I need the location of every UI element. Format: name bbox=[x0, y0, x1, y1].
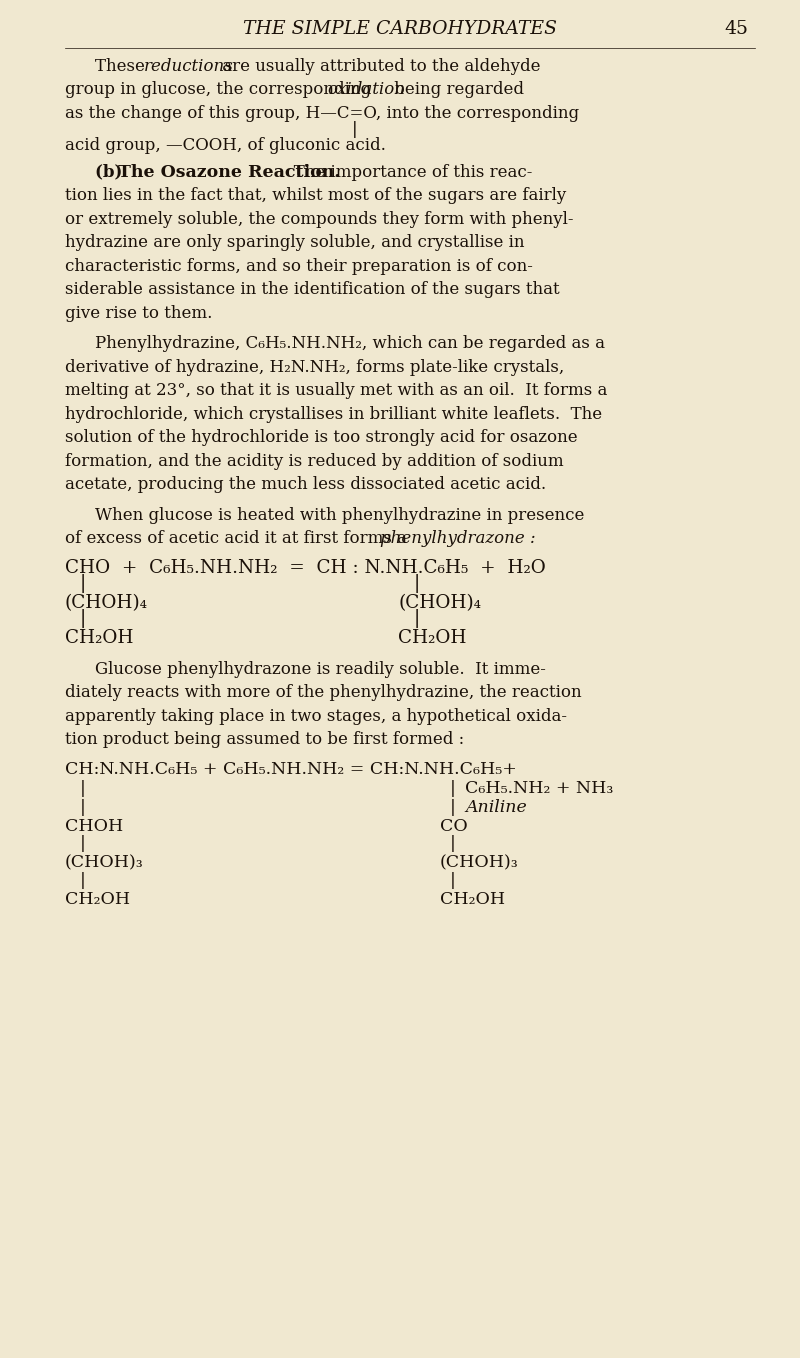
Text: CHO  +  C₆H₅.NH.NH₂  =  CH : N.NH.C₆H₅  +  H₂O: CHO + C₆H₅.NH.NH₂ = CH : N.NH.C₆H₅ + H₂O bbox=[65, 558, 546, 577]
Text: Phenylhydrazine, C₆H₅.NH.NH₂, which can be regarded as a: Phenylhydrazine, C₆H₅.NH.NH₂, which can … bbox=[95, 335, 605, 352]
Text: |: | bbox=[450, 779, 456, 797]
Text: hydrochloride, which crystallises in brilliant white leaflets.  The: hydrochloride, which crystallises in bri… bbox=[65, 406, 602, 422]
Text: CH₂OH: CH₂OH bbox=[65, 891, 130, 909]
Text: |: | bbox=[352, 121, 358, 139]
Text: tion product being assumed to be first formed :: tion product being assumed to be first f… bbox=[65, 731, 464, 748]
Text: |: | bbox=[414, 573, 420, 592]
Text: solution of the hydrochloride is too strongly acid for osazone: solution of the hydrochloride is too str… bbox=[65, 429, 578, 447]
Text: hydrazine are only sparingly soluble, and crystallise in: hydrazine are only sparingly soluble, an… bbox=[65, 234, 525, 251]
Text: These: These bbox=[95, 58, 150, 75]
Text: C₆H₅.NH₂ + NH₃: C₆H₅.NH₂ + NH₃ bbox=[465, 779, 614, 797]
Text: give rise to them.: give rise to them. bbox=[65, 304, 212, 322]
Text: |: | bbox=[450, 800, 456, 816]
Text: derivative of hydrazine, H₂N.NH₂, forms plate-like crystals,: derivative of hydrazine, H₂N.NH₂, forms … bbox=[65, 359, 564, 376]
Text: CH:N.NH.C₆H₅ + C₆H₅.NH.NH₂ = CH:N.NH.C₆H₅+: CH:N.NH.C₆H₅ + C₆H₅.NH.NH₂ = CH:N.NH.C₆H… bbox=[65, 760, 517, 778]
Text: diately reacts with more of the phenylhydrazine, the reaction: diately reacts with more of the phenylhy… bbox=[65, 684, 582, 701]
Text: siderable assistance in the identification of the sugars that: siderable assistance in the identificati… bbox=[65, 281, 560, 299]
Text: |: | bbox=[80, 872, 86, 888]
Text: (b): (b) bbox=[95, 164, 128, 181]
Text: or extremely soluble, the compounds they form with phenyl-: or extremely soluble, the compounds they… bbox=[65, 210, 574, 228]
Text: formation, and the acidity is reduced by addition of sodium: formation, and the acidity is reduced by… bbox=[65, 452, 564, 470]
Text: acid group, —COOH, of gluconic acid.: acid group, —COOH, of gluconic acid. bbox=[65, 137, 386, 153]
Text: THE SIMPLE CARBOHYDRATES: THE SIMPLE CARBOHYDRATES bbox=[243, 20, 557, 38]
Text: being regarded: being regarded bbox=[389, 81, 524, 99]
Text: reductions: reductions bbox=[144, 58, 234, 75]
Text: (CHOH)₃: (CHOH)₃ bbox=[440, 854, 518, 872]
Text: characteristic forms, and so their preparation is of con-: characteristic forms, and so their prepa… bbox=[65, 258, 533, 274]
Text: CH₂OH: CH₂OH bbox=[440, 891, 505, 909]
Text: |: | bbox=[414, 608, 420, 627]
Text: The Osazone Reaction.: The Osazone Reaction. bbox=[118, 164, 341, 181]
Text: Aniline: Aniline bbox=[465, 800, 526, 816]
Text: When glucose is heated with phenylhydrazine in presence: When glucose is heated with phenylhydraz… bbox=[95, 507, 584, 524]
Text: apparently taking place in two stages, a hypothetical oxida-: apparently taking place in two stages, a… bbox=[65, 708, 567, 725]
Text: as the change of this group, H—C=O, into the corresponding: as the change of this group, H—C=O, into… bbox=[65, 105, 579, 122]
Text: CHOH: CHOH bbox=[65, 819, 123, 835]
Text: (CHOH)₃: (CHOH)₃ bbox=[65, 854, 144, 872]
Text: |: | bbox=[80, 608, 86, 627]
Text: CH₂OH: CH₂OH bbox=[65, 629, 134, 648]
Text: CO: CO bbox=[440, 819, 468, 835]
Text: acetate, producing the much less dissociated acetic acid.: acetate, producing the much less dissoci… bbox=[65, 477, 546, 493]
Text: 45: 45 bbox=[724, 20, 748, 38]
Text: |: | bbox=[450, 835, 456, 853]
Text: CH₂OH: CH₂OH bbox=[398, 629, 466, 648]
Text: Glucose phenylhydrazone is readily soluble.  It imme-: Glucose phenylhydrazone is readily solub… bbox=[95, 661, 546, 678]
Text: |: | bbox=[80, 800, 86, 816]
Text: (CHOH)₄: (CHOH)₄ bbox=[398, 593, 481, 612]
Text: |: | bbox=[80, 835, 86, 853]
Text: melting at 23°, so that it is usually met with as an oil.  It forms a: melting at 23°, so that it is usually me… bbox=[65, 383, 607, 399]
Text: |: | bbox=[450, 872, 456, 888]
Text: of excess of acetic acid it at first forms a: of excess of acetic acid it at first for… bbox=[65, 531, 412, 547]
Text: are usually attributed to the aldehyde: are usually attributed to the aldehyde bbox=[217, 58, 541, 75]
Text: phenylhydrazone :: phenylhydrazone : bbox=[380, 531, 536, 547]
Text: |: | bbox=[80, 573, 86, 592]
Text: (CHOH)₄: (CHOH)₄ bbox=[65, 593, 148, 612]
Text: oxidation: oxidation bbox=[327, 81, 405, 99]
Text: The importance of this reac-: The importance of this reac- bbox=[278, 164, 532, 181]
Text: |: | bbox=[80, 779, 86, 797]
Text: tion lies in the fact that, whilst most of the sugars are fairly: tion lies in the fact that, whilst most … bbox=[65, 187, 566, 204]
Text: group in glucose, the corresponding: group in glucose, the corresponding bbox=[65, 81, 376, 99]
